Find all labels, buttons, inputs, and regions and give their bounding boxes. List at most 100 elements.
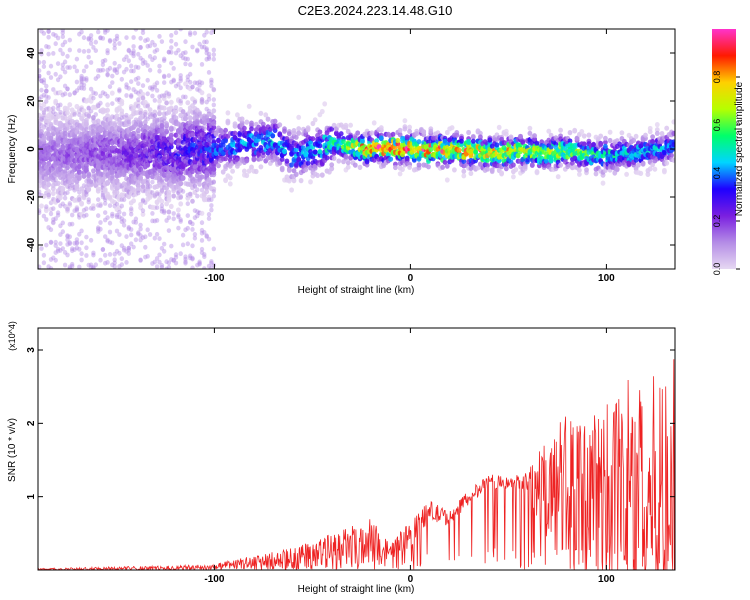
spectrogram-cell [110,101,115,106]
spectrogram-cell [135,128,141,134]
spectrogram-cell [159,203,165,209]
spectrogram-cell [72,90,77,96]
spectrogram-cell [312,149,318,155]
spectrogram-cell [41,213,47,219]
colorbar-gradient [712,29,736,269]
spectrogram-cell [180,94,186,100]
spectrogram-cell [154,231,160,237]
spectrogram-cell [190,130,195,136]
spectrogram-cell [114,113,120,119]
spectrogram-cell [121,218,127,224]
spectrogram-cell [145,253,150,259]
spectrogram-cell [183,227,188,233]
spectrogram-cell [60,62,65,68]
spectrogram-cell [126,247,131,253]
spectrogram-cell [98,257,103,263]
spectrogram-cell [150,190,155,196]
spectrogram-cell [107,229,113,235]
spectrogram-cell [204,99,209,105]
spectrogram-cell [67,240,73,246]
spectrogram-cell [53,41,58,47]
spectrogram-cell [180,109,186,114]
spectrogram-cell [86,48,91,54]
spectrogram-cell [53,216,58,222]
spectrogram-cell [100,192,106,198]
spectrogram-cell [79,257,84,263]
spectrogram-cell [95,118,101,124]
spectrogram-cell [197,110,203,116]
spectrogram-cell [195,262,200,268]
spectrogram-cell [173,132,179,138]
spectrogram-cell [72,64,77,70]
spectrogram-cell [494,142,500,148]
spectrogram-cell [671,119,675,125]
spectrogram-cell [369,130,375,136]
spectrogram-cell [614,166,620,172]
spectrogram-cell [41,136,47,142]
spectrogram-cell [147,54,153,59]
spectrogram-cell [55,142,61,148]
spectrogram-cell [188,32,193,37]
spectrogram-cell [93,76,99,81]
spectrogram-cell [131,87,136,92]
spectrogram-cell [310,136,316,142]
spectrogram-cell [619,130,625,136]
colorbar-tick-label: 0.2 [712,215,722,228]
spectrogram-cell [209,207,214,213]
spectrogram-cell [100,247,106,253]
spectrogram-cell [114,132,120,139]
spectrogram-cell [77,246,82,252]
spectrogram-cell [88,262,94,268]
spectrogram-cell [397,171,403,177]
spectrogram-cell [98,226,103,232]
spectrogram-cell [286,178,292,184]
spectrogram-cell [166,93,172,99]
spectrogram-cell [103,201,108,206]
spectrogram-cell [58,203,63,209]
spectrogram-cell [81,82,87,88]
spectrogram-cell [654,127,660,133]
spectrogram-cell [183,61,188,67]
spectrogram-cell [246,103,252,109]
spectrogram-cell [48,240,54,246]
spectrogram-cell [70,152,75,158]
spectrogram-cell [121,211,127,217]
spectrogram-cell [211,139,217,145]
spectrogram-cell [204,233,209,239]
spectrogram-cell [211,121,217,127]
spectrogram-cell [166,189,172,195]
spectrogram-cell [38,68,42,74]
spectrogram-cell [126,251,131,256]
spectrogram-cell [329,166,335,172]
spectrogram-cell [407,128,412,134]
spectrogram-cell [277,122,283,128]
spectrogram-cell [159,264,165,269]
spectrogram-ytick-label: 0 [26,146,37,152]
spectrogram-cell [60,246,65,252]
spectrogram-cell [60,188,66,195]
spectrogram-cell [520,139,526,145]
spectrogram-cell [317,149,323,155]
spectrogram-cell [154,119,160,125]
spectrogram-cell [223,177,229,183]
spectrogram-cell [77,85,82,91]
spectrogram-cell [84,212,89,218]
spectrogram-cell [192,30,198,36]
spectrogram-cell [79,82,84,87]
spectrogram-cell [145,125,151,131]
spectrogram-cell [136,190,141,196]
spectrogram-cell [96,213,101,219]
spectrogram-cell [88,37,94,42]
spectrogram-cell [180,242,186,248]
spectrogram-cell [41,193,47,199]
spectrogram-cell [265,116,271,122]
spectrogram-cell [140,197,146,203]
spectrogram-cell [107,84,113,90]
spectrogram-cell [202,230,207,235]
spectrogram-cell [133,216,139,222]
spectrogram-cell [112,38,117,43]
spectrogram-cell [659,131,665,137]
spectrogram-cell [140,95,146,101]
spectrogram-cell [428,146,434,153]
spectrogram-cell [199,44,205,50]
